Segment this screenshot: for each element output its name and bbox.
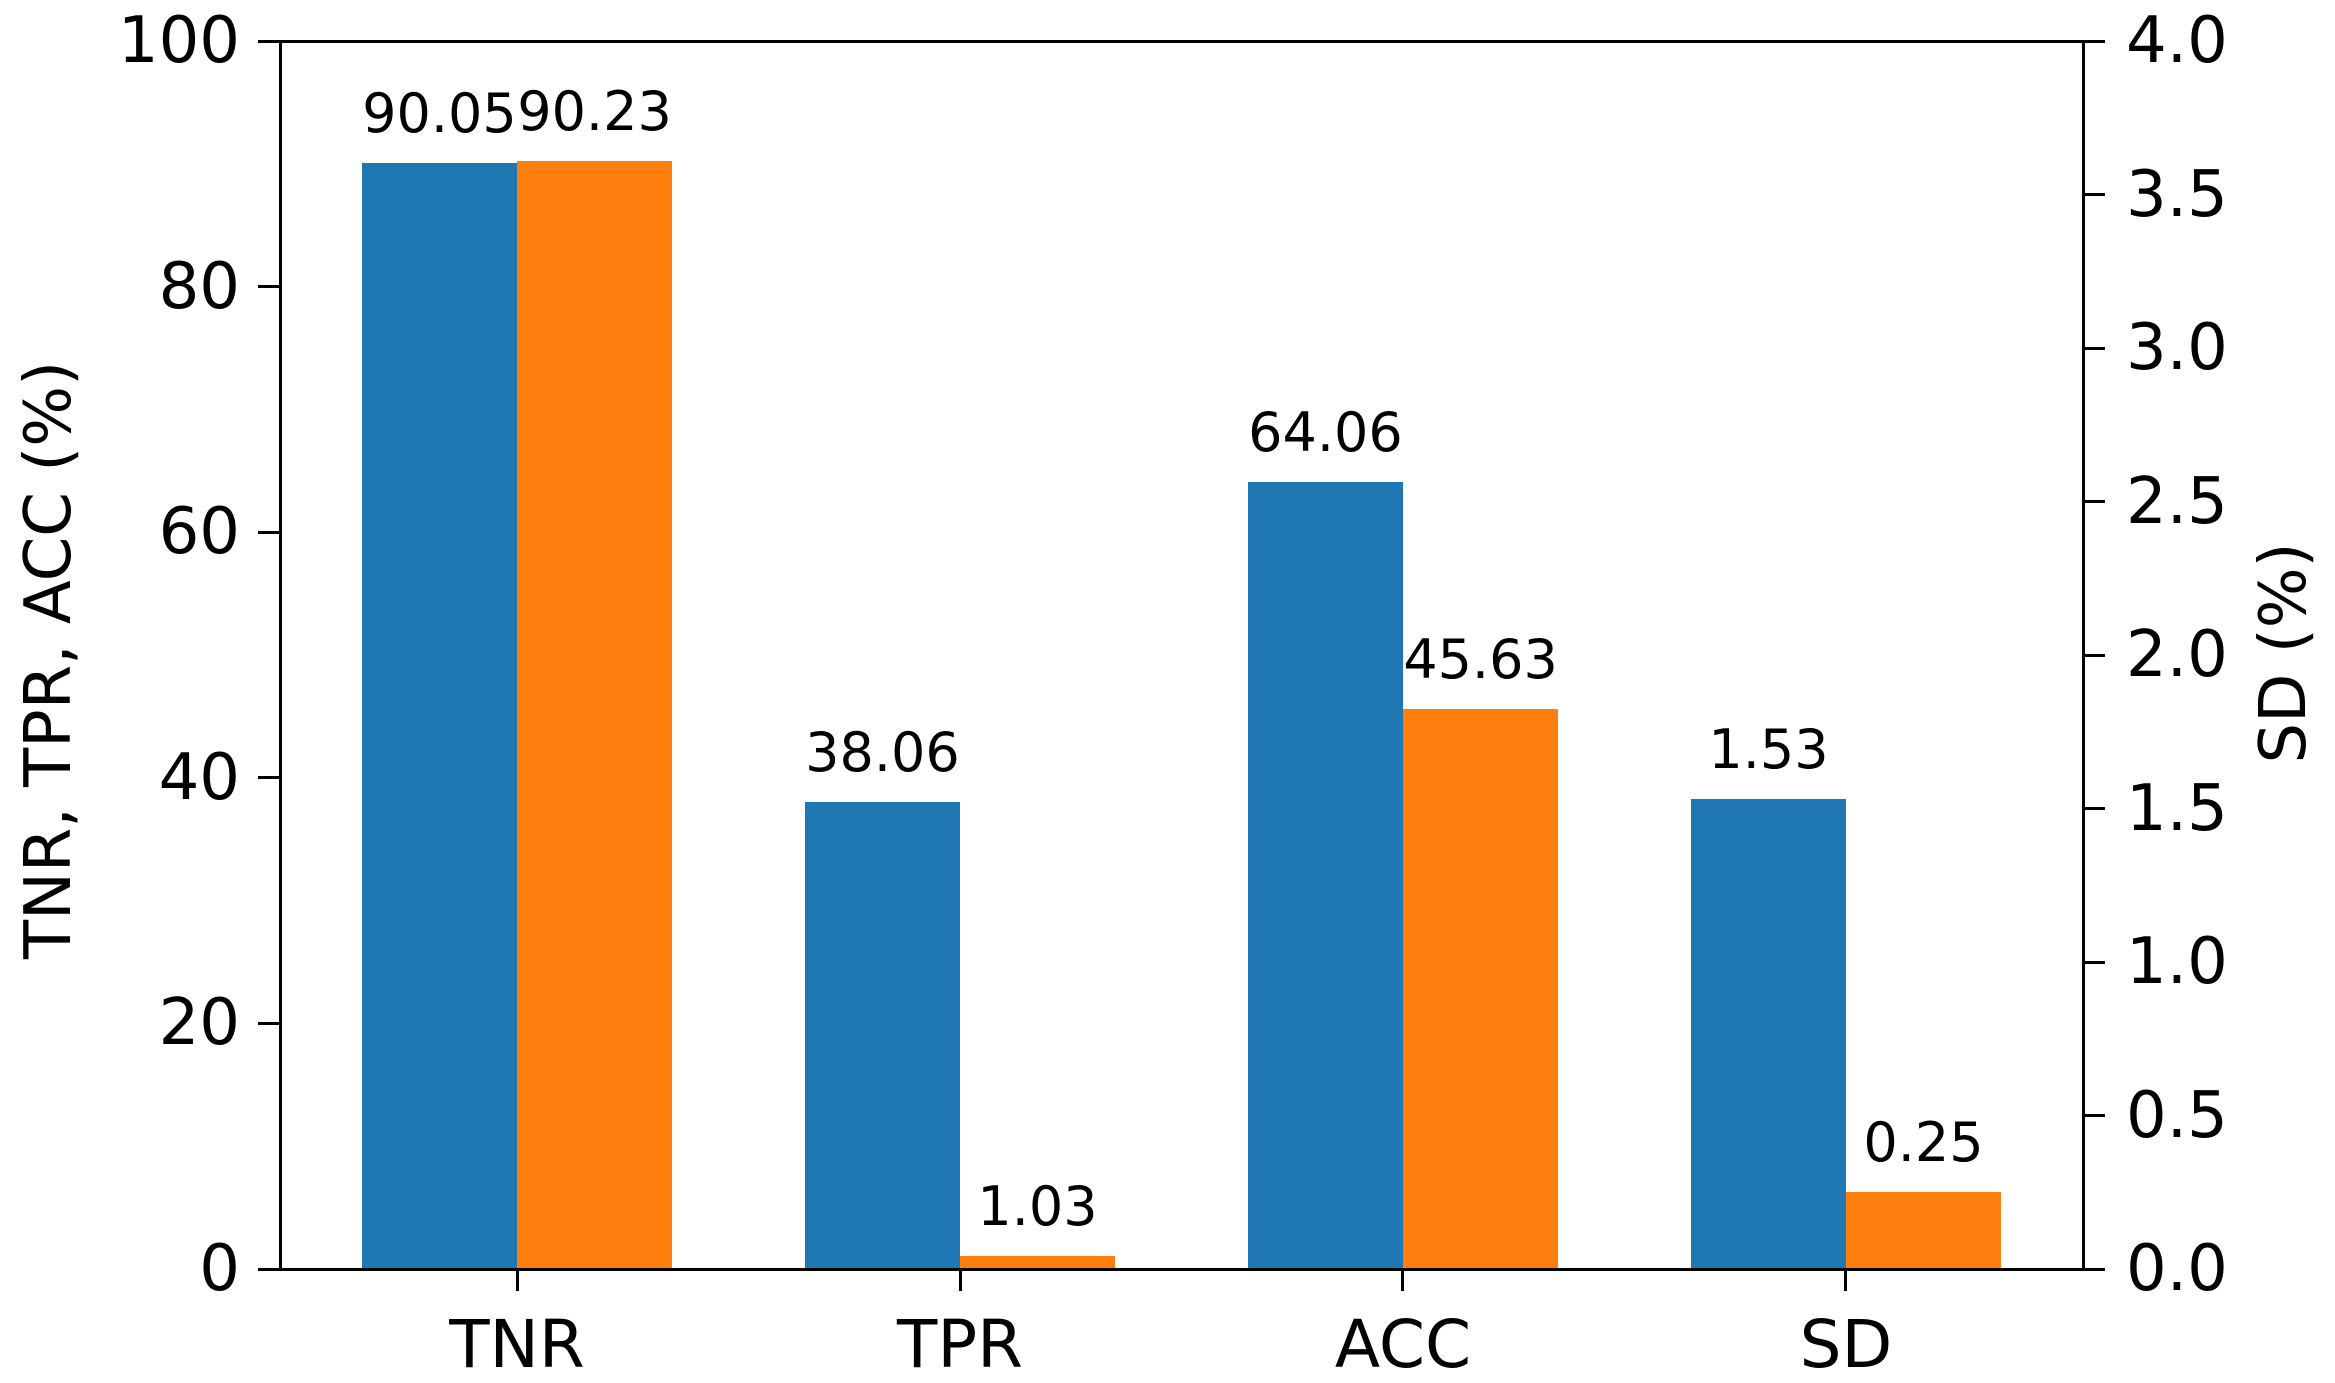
x-tick-label-acc: ACC — [1334, 1306, 1472, 1383]
bar-value-label: 1.03 — [977, 1175, 1098, 1239]
right-y-tick-label: 4.0 — [2126, 4, 2228, 78]
right-y-tick — [2083, 346, 2105, 350]
right-y-tick-label: 0.0 — [2126, 1232, 2228, 1306]
right-y-tick — [2083, 653, 2105, 657]
right-y-tick-label: 3.0 — [2126, 311, 2228, 385]
bar-tpr-series-blue — [804, 801, 960, 1269]
right-y-tick-label: 1.0 — [2126, 925, 2228, 999]
x-tick-label-sd: SD — [1799, 1306, 1893, 1383]
left-y-tick-label: 80 — [158, 249, 240, 324]
left-y-tick — [258, 530, 280, 534]
x-tick-label-tnr: TNR — [449, 1306, 585, 1383]
bar-value-label: 90.05 — [362, 82, 517, 146]
bar-value-label: 1.53 — [1708, 718, 1829, 782]
left-y-tick-label: 40 — [158, 740, 240, 815]
bar-acc-series-blue — [1247, 482, 1403, 1269]
left-y-tick — [258, 1021, 280, 1025]
left-y-tick — [258, 1267, 280, 1271]
x-tick — [1401, 1269, 1405, 1291]
bar-value-label: 90.23 — [517, 79, 672, 143]
right-y-tick-label: 2.0 — [2126, 618, 2228, 692]
left-y-tick — [258, 39, 280, 43]
right-y-tick-label: 0.5 — [2126, 1078, 2228, 1153]
right-y-tick-label: 2.5 — [2126, 464, 2228, 539]
bar-tnr-series-blue — [361, 163, 517, 1269]
right-y-tick — [2083, 39, 2105, 43]
x-tick — [958, 1269, 962, 1291]
x-tick — [1844, 1269, 1848, 1291]
left-y-tick-label: 100 — [117, 4, 240, 78]
bar-value-label: 38.06 — [805, 720, 960, 784]
left-axis-label: TNR, TPR, ACC (%) — [12, 360, 86, 960]
left-y-tick — [258, 285, 280, 289]
right-y-tick-label: 1.5 — [2126, 771, 2228, 846]
left-y-tick-label: 0 — [199, 1232, 240, 1306]
bar-value-label: 64.06 — [1248, 401, 1403, 465]
x-tick — [515, 1269, 519, 1291]
right-y-tick — [2083, 807, 2105, 810]
bar-sd-series-blue — [1690, 799, 1846, 1269]
right-y-tick — [2083, 1267, 2105, 1271]
right-y-tick — [2083, 500, 2105, 503]
right-y-tick — [2083, 960, 2105, 964]
x-tick-label-tpr: TPR — [897, 1306, 1023, 1383]
left-y-tick — [258, 776, 280, 780]
left-y-tick-label: 20 — [158, 986, 240, 1061]
bar-value-label: 0.25 — [1863, 1111, 1984, 1175]
right-y-tick — [2083, 1114, 2105, 1117]
bar-tnr-series-orange — [517, 160, 673, 1269]
bar-sd-series-orange — [1845, 1192, 2002, 1269]
bar-acc-series-orange — [1402, 708, 1559, 1269]
left-y-tick-label: 60 — [158, 495, 240, 570]
bar-value-label: 45.63 — [1403, 627, 1558, 691]
bar-tpr-series-orange — [960, 1256, 1116, 1269]
right-y-tick-label: 3.5 — [2126, 157, 2228, 232]
right-y-tick — [2083, 193, 2105, 196]
right-axis-label: SD (%) — [2247, 542, 2321, 764]
